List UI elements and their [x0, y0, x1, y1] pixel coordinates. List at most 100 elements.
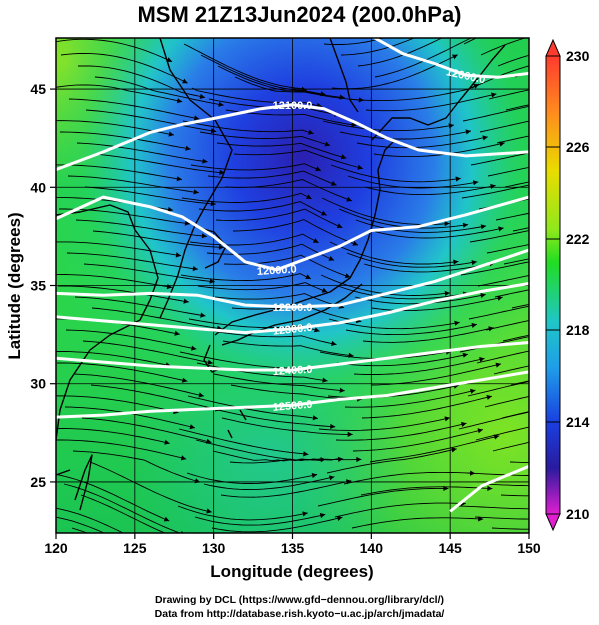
colorbar-label-210: 210: [566, 506, 590, 522]
streamline-arrow-158: [451, 447, 457, 453]
streamline-arrow-161: [329, 475, 335, 481]
colorbar-bottom-arrow: [545, 513, 561, 532]
streamline-arrow-102: [454, 320, 460, 326]
streamline-6: [340, 38, 415, 56]
height-contours: 12000.012100.012000.012200.012300.012400…: [56, 38, 529, 513]
streamline-arrow-45: [315, 166, 321, 172]
streamline-157: [186, 472, 318, 484]
streamline-42: [373, 142, 505, 158]
streamline-163: [483, 483, 529, 487]
streamline-174: [334, 502, 466, 518]
streamline-arrow-122: [479, 357, 485, 363]
streamline-arrow-32: [185, 145, 191, 151]
streamline-arrow-12: [218, 101, 224, 107]
streamline-59: [461, 184, 529, 199]
streamline-38: [356, 136, 488, 149]
streamline-arrow-57: [306, 194, 312, 199]
streamline-arrow-59: [587, 173, 592, 178]
streamline-arrow-68: [218, 244, 224, 250]
streamline-arrow-18: [452, 54, 458, 60]
streamline-32: [59, 131, 191, 150]
streamline-arrow-104: [191, 345, 197, 351]
colorbar-label-226: 226: [566, 139, 590, 155]
streamline-103: [468, 305, 529, 320]
lat-lon-grid: [56, 38, 529, 533]
streamline-arrow-53: [346, 196, 352, 202]
streamline-166: [360, 486, 493, 496]
streamline-arrow-81: [344, 273, 351, 279]
streamline-0: [56, 38, 173, 63]
streamline-arrow-143: [583, 400, 588, 405]
streamline-arrow-28: [168, 131, 174, 137]
streamline-60: [59, 208, 191, 225]
streamline-120: [73, 373, 204, 397]
streamline-70: [372, 227, 504, 239]
colorbar-ticks: [546, 146, 560, 423]
streamline-19: [471, 65, 529, 89]
streamline-arrow-40: [219, 169, 225, 175]
streamline-118: [336, 353, 469, 367]
streamline-137: [221, 417, 353, 435]
contour-line-1: [56, 103, 529, 172]
streamline-4: [60, 52, 188, 84]
streamline-arrow-146: [461, 421, 467, 427]
streamline-61: [198, 201, 327, 216]
streamline-arrow-22: [473, 84, 479, 89]
streamline-50: [347, 175, 479, 189]
streamline-112: [56, 351, 171, 367]
x-tick-label-135: 135: [281, 540, 305, 556]
streamline-arrow-36: [202, 158, 208, 164]
streamline-arrow-116: [181, 377, 188, 383]
streamline-124: [90, 384, 221, 411]
streamline-arrow-87: [586, 250, 591, 255]
streamline-arrow-120: [198, 392, 204, 398]
chart-title: MSM 21Z13Jun2024 (200.0hPa): [137, 2, 462, 27]
streamline-arrow-110: [488, 326, 494, 332]
credits: Drawing by DCL (https://www.gfd−dennou.o…: [0, 593, 599, 621]
streamline-arrow-169: [302, 511, 308, 517]
streamline-68: [92, 230, 224, 248]
streamline-92: [74, 296, 206, 317]
streamline-141: [178, 428, 309, 455]
streamline-121: [213, 373, 345, 392]
streamline-arrow-108: [207, 359, 213, 365]
streamline-arrow-131: [592, 369, 597, 374]
streamline-81: [223, 254, 351, 278]
streamline-45: [190, 163, 322, 172]
streamline-arrow-101: [314, 327, 320, 333]
streamline-54: [364, 185, 496, 196]
streamline-arrow-94: [480, 292, 486, 298]
streamline-arrow-138: [486, 394, 492, 400]
streamline-arrow-172: [171, 563, 177, 568]
streamline-31: [462, 105, 529, 122]
streamline-arrow-100: [174, 330, 180, 336]
streamline-177: [211, 516, 343, 533]
streamline-arrow-168: [155, 547, 161, 552]
streamline-147: [475, 426, 529, 441]
x-tick-label-150: 150: [517, 540, 541, 556]
x-tick-label-140: 140: [360, 540, 384, 556]
streamline-104: [65, 329, 197, 350]
streamline-5: [200, 54, 326, 96]
streamline-arrow-16: [176, 98, 183, 104]
streamline-arrow-141: [303, 451, 309, 457]
streamline-73: [189, 233, 319, 246]
streamline-arrow-29: [308, 129, 314, 135]
y-tick-label-35: 35: [30, 278, 46, 294]
streamline-arrow-73: [312, 238, 319, 243]
colorbar: 230 226 222 218 214 210: [545, 38, 590, 532]
streamline-90: [337, 285, 469, 300]
streamline-arrow-48: [193, 189, 199, 195]
streamline-arrow-133: [330, 423, 336, 429]
colorbar-label-214: 214: [566, 414, 590, 430]
streamline-arrow-152: [206, 508, 212, 514]
streamline-170: [317, 487, 449, 507]
contour-line-0: [56, 195, 529, 272]
streamline-arrow-173: [319, 513, 326, 519]
streamline-165: [220, 480, 352, 498]
streamline-arrow-153: [356, 456, 362, 463]
x-tick-label-120: 120: [44, 540, 68, 556]
streamline-175: [474, 516, 529, 520]
streamline-87: [460, 261, 529, 276]
